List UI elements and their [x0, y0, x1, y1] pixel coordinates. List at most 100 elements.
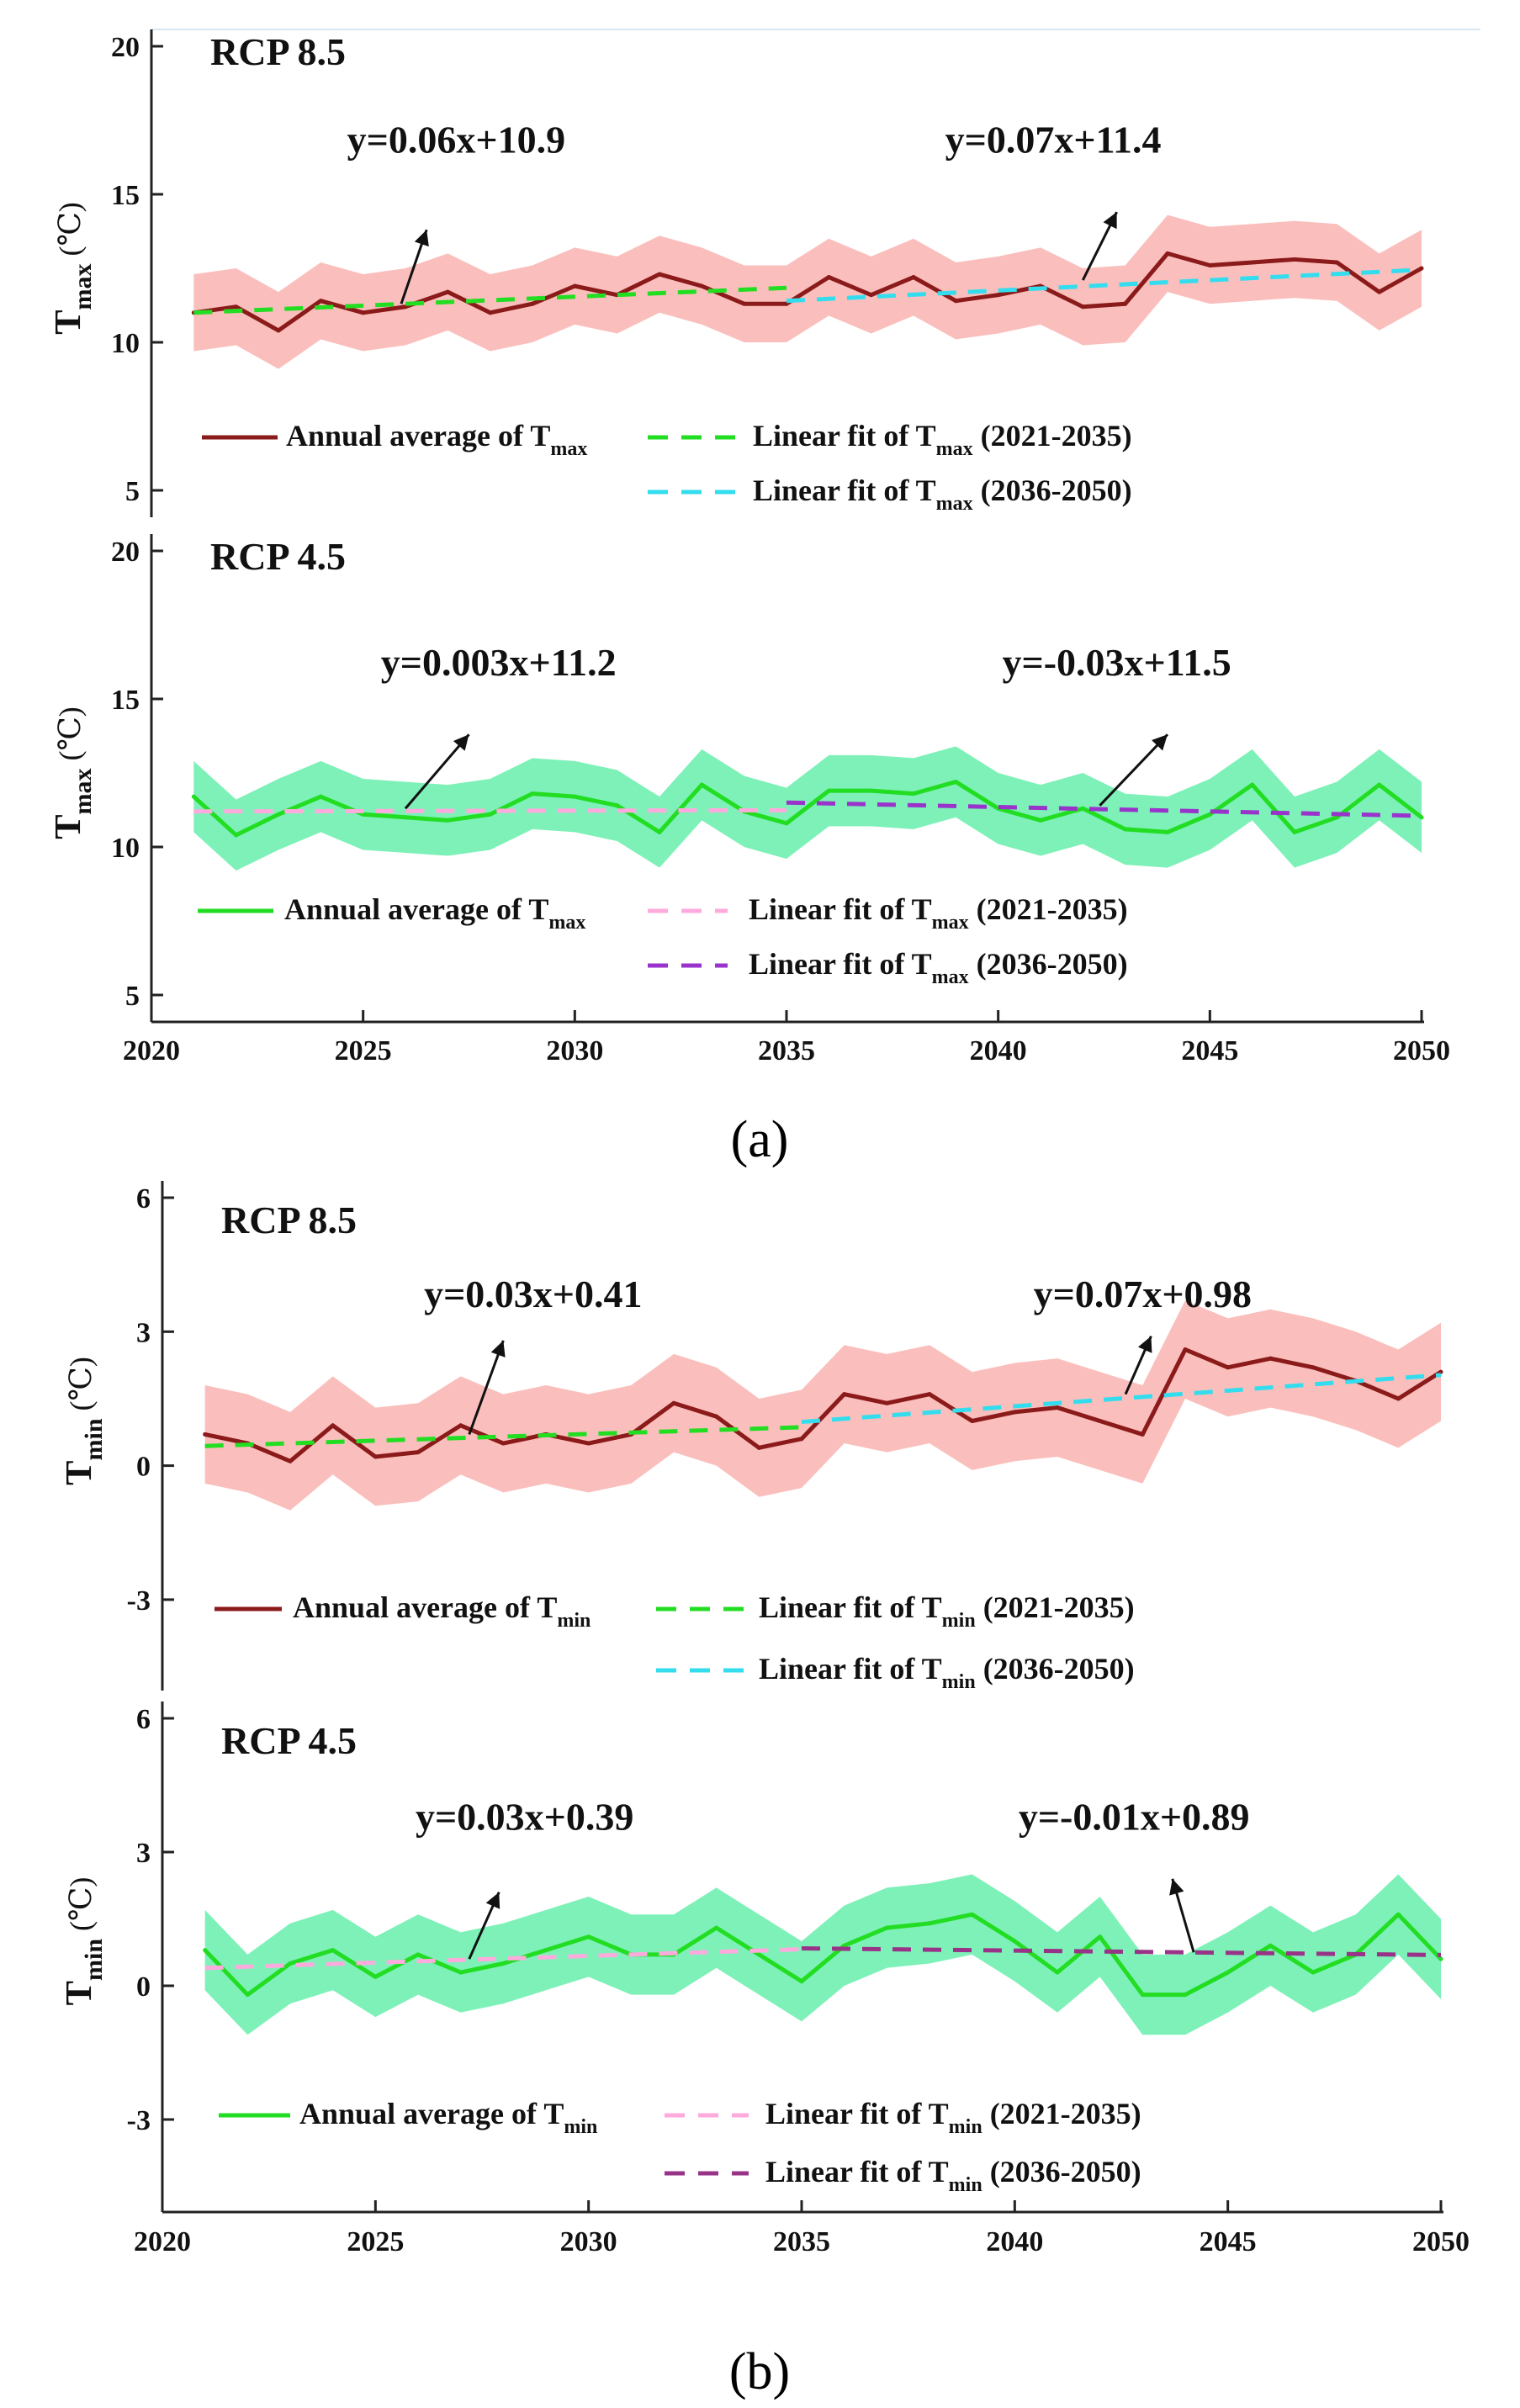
data-point [756, 1445, 761, 1450]
uncertainty-band [204, 1874, 1442, 2035]
data-point [361, 812, 366, 817]
legend-label-average: Annual average of Tmax [284, 892, 585, 934]
data-point [530, 791, 535, 796]
annotation-arrowhead [414, 230, 429, 247]
data-point [530, 301, 535, 306]
fit-equation-label: y=0.07x+0.98 [1034, 1273, 1252, 1315]
data-point [884, 1925, 889, 1930]
data-point [500, 1441, 506, 1446]
legend-label-fit-2: Linear fit of Tmin (2036-2050) [765, 2155, 1141, 2196]
data-point [318, 794, 323, 799]
data-point [586, 1934, 591, 1940]
data-point [373, 1454, 378, 1459]
x-tick-label: 2025 [335, 1035, 392, 1066]
data-point [445, 289, 450, 294]
data-point [1268, 1356, 1273, 1361]
data-point [842, 1392, 847, 1397]
data-point [1123, 301, 1128, 306]
data-point [869, 788, 874, 793]
fit-equation-label: y=0.003x+11.2 [381, 641, 617, 684]
data-point [911, 275, 916, 280]
y-tick-label: 5 [125, 981, 140, 1012]
data-point [699, 782, 704, 787]
data-point [1419, 815, 1424, 820]
data-point [276, 328, 281, 333]
annotation-arrowhead [1169, 1878, 1184, 1896]
linear-fit-line-2 [801, 1945, 1442, 1957]
y-tick-label: 0 [136, 1971, 151, 2003]
data-point [927, 1921, 932, 1926]
linear-fit-line-1 [204, 1425, 802, 1448]
data-point [671, 1400, 676, 1405]
data-point [1098, 1419, 1103, 1423]
data-point [586, 1441, 591, 1446]
chart-panel-4: 2020 2025 2030 2035 2040 2045 2050 -3 0 3 6 Tmin (℃… [58, 1701, 1470, 2257]
chart-panel-3: -3 0 3 6 Tmin (℃) RCP 8.5 y=0.03x+0.41 y=0.07x+… [58, 1181, 1443, 1693]
x-tick-label: 2050 [1412, 2226, 1470, 2257]
data-point [799, 1437, 804, 1442]
x-tick-label: 2045 [1200, 2226, 1257, 2257]
data-point [1311, 1970, 1316, 1975]
data-point [1098, 1934, 1103, 1940]
y-tick-label: 15 [111, 180, 140, 211]
data-point [996, 293, 1001, 298]
legend-label-average: Annual average of Tmin [293, 1590, 591, 1632]
legend-label-fit-1: Linear fit of Tmin (2021-2035) [765, 2097, 1141, 2138]
figure-label-b: (b) [729, 2343, 790, 2400]
annotation-arrowhead [1137, 1336, 1152, 1353]
data-point [799, 1979, 804, 1984]
data-point [1012, 1410, 1017, 1415]
x-tick-label: 2020 [123, 1035, 180, 1066]
x-tick-label: 2030 [560, 2226, 617, 2257]
data-point [234, 304, 239, 310]
y-axis-label-text: Tmax (℃) [47, 707, 97, 839]
top-rule [151, 29, 1480, 30]
data-point [884, 1400, 889, 1405]
data-point [245, 1993, 250, 1998]
annual-average-line [192, 780, 1423, 838]
data-point [911, 791, 916, 796]
y-tick-label: 3 [136, 1838, 151, 1869]
annual-average-line [203, 1912, 1443, 1998]
legend-label-fit-1: Linear fit of Tmax (2021-2035) [749, 892, 1128, 934]
y-axis-label: Tmin (℃) [58, 1877, 108, 2006]
annotation-arrowhead [1103, 212, 1117, 230]
x-tick-label: 2040 [970, 1035, 1027, 1066]
x-tick-label: 2040 [986, 2226, 1043, 2257]
data-point [953, 780, 958, 785]
figure-label-a: (a) [731, 1111, 789, 1168]
data-point [403, 815, 408, 820]
data-point [657, 272, 662, 277]
legend-label-fit-2: Linear fit of Tmin (2036-2050) [759, 1652, 1135, 1693]
x-tick-label: 2025 [347, 2226, 404, 2257]
data-point [458, 1423, 463, 1428]
data-point [1334, 260, 1339, 265]
x-tick-label: 2035 [773, 2226, 830, 2257]
data-point [1183, 1993, 1188, 1998]
data-point [416, 1450, 421, 1455]
y-tick-label: 6 [136, 1183, 151, 1215]
data-point [756, 1952, 761, 1957]
y-tick-label: -3 [127, 1585, 151, 1617]
annotation-arrowhead [490, 1340, 506, 1357]
legend-label-fit-1: Linear fit of Tmin (2021-2035) [759, 1590, 1135, 1632]
data-point [361, 310, 366, 315]
y-axis-label: Tmax (℃) [47, 202, 97, 335]
data-point [1334, 815, 1339, 820]
data-point [970, 1419, 975, 1423]
data-point [1377, 782, 1382, 787]
data-point [1396, 1396, 1401, 1401]
data-point [1165, 251, 1170, 256]
fit-equation-label: y=0.07x+11.4 [945, 119, 1162, 161]
data-point [543, 1948, 548, 1953]
data-point [373, 1974, 378, 1979]
data-point [1268, 1943, 1273, 1948]
y-axis-label-text: Tmax (℃) [47, 202, 97, 335]
data-point [1396, 1912, 1401, 1917]
data-point [1055, 1970, 1060, 1975]
annotation-arrow [404, 733, 470, 810]
panel-title: RCP 8.5 [221, 1199, 357, 1241]
data-point [458, 1970, 463, 1975]
data-point [416, 1952, 421, 1957]
data-point [927, 1392, 932, 1397]
